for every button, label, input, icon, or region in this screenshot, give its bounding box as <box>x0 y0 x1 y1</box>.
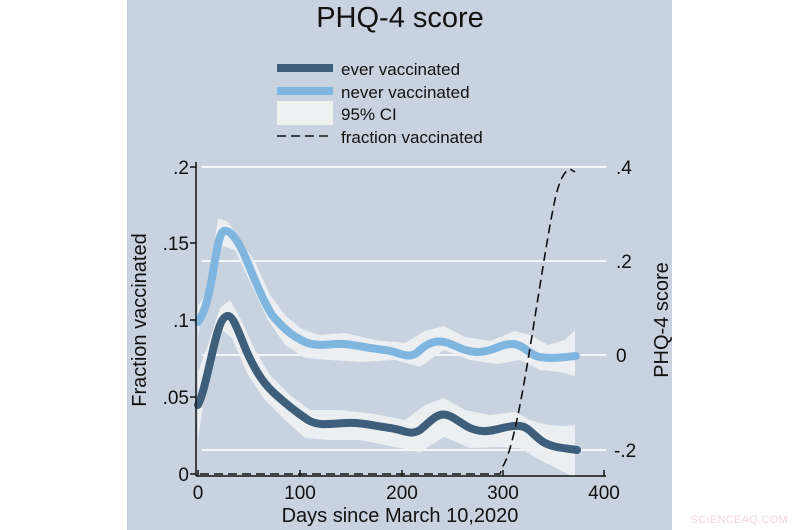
legend-label-fraction: fraction vaccinated <box>341 128 483 147</box>
y-left-tick-15: .15 <box>163 234 189 255</box>
y-axis-right-ticks: -.2 0 .2 .4 <box>614 158 636 462</box>
y-left-tick-05: .05 <box>163 388 189 409</box>
x-tick-300: 300 <box>487 483 519 504</box>
legend-label-ever: ever vaccinated <box>341 60 460 79</box>
y-axis-right-label: PHQ-4 score <box>651 262 673 378</box>
legend-swatch-never <box>277 87 333 95</box>
legend-swatch-ever <box>277 64 333 72</box>
x-axis <box>196 470 606 477</box>
y-left-tick-1: .1 <box>173 311 189 332</box>
x-axis-label: Days since March 10,2020 <box>282 505 519 527</box>
y-right-tick-neg2: -.2 <box>614 441 636 462</box>
legend-swatch-ci <box>277 101 333 125</box>
x-tick-400: 400 <box>588 483 620 504</box>
watermark: SCIENCEAQ.COM <box>690 514 788 526</box>
y-axis-left-label: Fraction vaccinated <box>129 233 151 406</box>
y-left-tick-0: 0 <box>178 465 189 486</box>
legend-label-ci: 95% CI <box>341 105 397 124</box>
y-right-tick-0: 0 <box>616 346 627 367</box>
chart-title: PHQ-4 score <box>316 2 484 34</box>
ci-band-ever <box>198 300 575 478</box>
x-tick-100: 100 <box>284 483 316 504</box>
legend-label-never: never vaccinated <box>341 83 470 102</box>
y-axis-left <box>190 162 197 476</box>
y-axis-left-ticks: 0 .05 .1 .15 .2 <box>163 158 189 486</box>
legend: ever vaccinated never vaccinated 95% CI … <box>277 60 483 147</box>
x-tick-200: 200 <box>386 483 418 504</box>
series-fraction-vaccinated-line <box>200 168 576 475</box>
x-axis-ticks: 0 100 200 300 400 <box>193 483 620 504</box>
series-never-vaccinated-line <box>194 226 580 362</box>
y-right-tick-4: .4 <box>616 158 632 179</box>
y-left-tick-2: .2 <box>173 158 189 179</box>
y-right-tick-2: .2 <box>616 252 632 273</box>
x-tick-0: 0 <box>193 483 204 504</box>
